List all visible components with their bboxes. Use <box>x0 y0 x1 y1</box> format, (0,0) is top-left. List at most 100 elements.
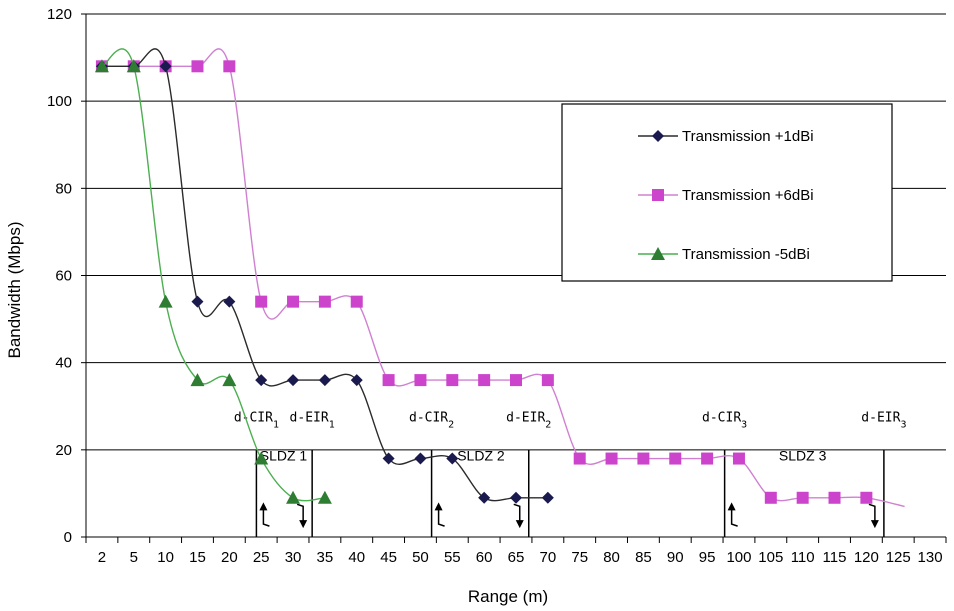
data-series <box>94 48 905 508</box>
threshold-label-main: d-CIR <box>702 411 741 426</box>
data-point <box>605 452 618 465</box>
threshold-label: d-EIR2 <box>506 411 551 431</box>
data-point <box>350 295 363 308</box>
x-tick-label: 35 <box>317 549 334 566</box>
x-tick-label: 115 <box>823 549 847 566</box>
x-tick-label: 130 <box>918 549 943 566</box>
data-point <box>159 60 172 73</box>
legend-entry: Transmission +1dBi <box>682 128 814 145</box>
data-point <box>446 452 459 465</box>
x-tick-label: 95 <box>699 549 716 566</box>
x-tick-label: 5 <box>130 549 138 566</box>
data-point <box>414 374 427 387</box>
x-tick-label: 100 <box>726 549 751 566</box>
data-point <box>701 452 714 465</box>
threshold-label-sub: 1 <box>329 419 335 430</box>
x-tick-label: 15 <box>189 549 206 566</box>
x-axis-ticks: 2 5 10 15 20 25 30 35 40 45 50 55 60 65 70 75 80 85 90 95 10… <box>85 537 947 566</box>
legend-entry: Transmission -5dBi <box>682 246 810 263</box>
threshold-label: d-EIR1 <box>290 411 335 431</box>
data-point <box>478 491 491 504</box>
gridlines <box>86 13 946 451</box>
threshold-arrowhead-up <box>259 502 268 511</box>
x-tick-label: 70 <box>540 549 557 566</box>
data-point <box>94 59 109 73</box>
zone-label: SLDZ 2 <box>457 448 505 464</box>
data-point <box>350 374 363 387</box>
threshold-arrowhead-up <box>727 502 736 511</box>
threshold-label: d-CIR3 <box>702 411 747 431</box>
threshold-label-sub: 2 <box>448 419 454 430</box>
x-tick-label: 55 <box>444 549 461 566</box>
series-line <box>101 48 548 502</box>
data-point <box>541 374 554 387</box>
threshold-annotations: d-CIR1 d-EIR1 d-CIR2 d-EIR2 d-CIR3 d-EIR3SLDZ… <box>234 411 906 537</box>
series-diamond <box>95 48 554 504</box>
x-tick-label: 90 <box>667 549 684 566</box>
threshold-arrow-down <box>296 503 304 523</box>
legend-marker <box>652 130 664 142</box>
data-point <box>126 59 141 73</box>
threshold-arrow-up <box>437 508 445 527</box>
threshold-label-main: d-CIR <box>409 411 448 426</box>
y-axis-ticks: 0 20 40 60 80 100 120 <box>47 6 86 546</box>
x-tick-label: 45 <box>380 549 397 566</box>
x-tick-label: 65 <box>508 549 525 566</box>
threshold-arrow-down <box>513 503 521 523</box>
x-tick-label: 50 <box>412 549 429 566</box>
series-line <box>101 48 325 502</box>
zone-label: SLDZ 1 <box>260 448 308 464</box>
x-axis-label: Range (m) <box>468 587 548 606</box>
data-point <box>669 452 682 465</box>
series-triangle <box>94 48 332 504</box>
data-point <box>860 491 873 504</box>
data-point <box>223 60 236 73</box>
data-point <box>287 374 300 387</box>
legend-box <box>561 103 893 282</box>
data-point <box>287 295 300 308</box>
threshold-arrowhead-down <box>870 520 879 529</box>
data-point <box>510 374 522 387</box>
threshold-arrowhead-up <box>434 502 443 511</box>
threshold-label-main: d-CIR <box>234 411 273 426</box>
x-tick-label: 125 <box>886 549 911 566</box>
x-tick-label: 80 <box>603 549 620 566</box>
x-tick-label: 2 <box>98 549 106 566</box>
x-tick-label: 120 <box>854 549 879 566</box>
threshold-arrow-up <box>730 508 738 527</box>
data-point <box>637 452 650 465</box>
threshold-arrowhead-down <box>299 520 308 529</box>
data-point <box>382 452 395 465</box>
threshold-label-sub: 3 <box>900 419 906 430</box>
x-tick-label: 110 <box>791 549 815 566</box>
data-point <box>510 491 522 504</box>
data-point <box>255 295 268 308</box>
x-tick-label: 75 <box>571 549 588 566</box>
data-point <box>382 374 395 387</box>
threshold-arrowhead-down <box>515 520 524 529</box>
data-point <box>446 374 459 387</box>
threshold-label-main: d-EIR <box>861 411 900 426</box>
data-point <box>191 295 204 308</box>
threshold-label-sub: 1 <box>273 419 279 430</box>
x-tick-label: 20 <box>221 549 238 566</box>
data-point <box>732 452 745 465</box>
data-point <box>828 491 841 504</box>
series-square <box>95 48 905 508</box>
data-point <box>222 373 237 387</box>
x-tick-label: 40 <box>348 549 365 566</box>
threshold-label: d-CIR1 <box>234 411 279 431</box>
data-point <box>254 451 269 465</box>
y-tick-label: 80 <box>55 180 72 197</box>
data-point <box>478 374 491 387</box>
data-point <box>158 294 173 308</box>
data-point <box>318 295 331 308</box>
legend-marker <box>651 247 665 260</box>
x-tick-label: 105 <box>758 549 783 566</box>
x-tick-label: 60 <box>476 549 493 566</box>
threshold-label-sub: 2 <box>545 419 551 430</box>
threshold-label-main: d-EIR <box>506 411 545 426</box>
threshold-arrow-up <box>262 508 270 527</box>
data-point <box>541 491 554 504</box>
